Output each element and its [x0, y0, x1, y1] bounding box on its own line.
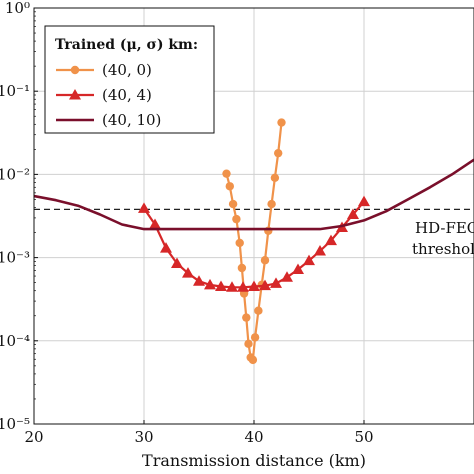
- data-point: [225, 182, 234, 191]
- y-tick-label: 10⁻¹: [0, 82, 30, 100]
- data-point: [260, 256, 270, 265]
- x-tick-label: 40: [244, 428, 263, 446]
- y-tick-label: 10⁻⁴: [0, 332, 30, 350]
- data-point: [259, 279, 271, 291]
- data-point: [242, 313, 251, 322]
- data-point: [277, 118, 286, 127]
- data-point: [254, 306, 263, 315]
- data-point: [303, 254, 315, 266]
- threshold-label-line2: threshold: [412, 240, 474, 258]
- threshold-label-line1: HD-FEC: [415, 219, 474, 237]
- series-2: [34, 158, 474, 231]
- data-point: [347, 208, 359, 219]
- data-point: [138, 202, 150, 213]
- data-point: [149, 218, 161, 229]
- x-tick-label: 50: [354, 428, 373, 446]
- data-point: [281, 271, 293, 282]
- y-tick-label: 10⁻²: [0, 165, 30, 183]
- x-tick-label: 30: [134, 428, 153, 446]
- data-point: [160, 242, 172, 253]
- data-point: [70, 65, 80, 75]
- data-point: [244, 339, 253, 349]
- data-point: [237, 281, 249, 292]
- x-axis-title: Transmission distance (km): [142, 451, 366, 470]
- data-point: [274, 148, 283, 158]
- data-point: [232, 214, 241, 224]
- data-point: [267, 199, 276, 209]
- data-point: [237, 263, 247, 273]
- data-point: [222, 169, 231, 178]
- series-line: [34, 158, 474, 231]
- legend-item: (40, 0): [56, 61, 152, 79]
- legend-label: (40, 4): [102, 86, 152, 104]
- data-point: [250, 333, 260, 342]
- legend-title: Trained (μ, σ) km:: [55, 37, 198, 53]
- threshold-annotation: HD-FEC threshold: [412, 219, 474, 258]
- data-point: [270, 173, 280, 183]
- data-point: [215, 280, 227, 291]
- data-point: [325, 234, 337, 246]
- data-point: [69, 89, 81, 100]
- data-point: [248, 355, 258, 365]
- data-point: [270, 277, 282, 288]
- data-point: [292, 263, 304, 274]
- data-point: [204, 278, 216, 290]
- y-tick-label: 10⁻⁵: [0, 415, 30, 433]
- data-point: [248, 280, 260, 291]
- data-point: [171, 257, 183, 268]
- legend-box: [44, 25, 215, 134]
- data-point: [182, 267, 194, 278]
- legend-item: (40, 4): [56, 86, 152, 104]
- data-point: [235, 238, 244, 248]
- legend: Trained (μ, σ) km: (40, 0) (40, 4) (40, 10…: [44, 25, 215, 134]
- legend-label: (40, 10): [102, 111, 161, 129]
- series-0: [222, 118, 286, 365]
- data-point: [228, 199, 238, 209]
- series-layer: [34, 118, 474, 365]
- y-tick-label: 10⁻³: [0, 249, 30, 267]
- y-tick-label: 10⁰: [5, 0, 30, 17]
- data-point: [314, 245, 326, 256]
- legend-item: (40, 10): [56, 111, 161, 129]
- data-point: [193, 275, 205, 286]
- x-tick-label: 20: [24, 428, 43, 446]
- data-point: [226, 281, 238, 292]
- series-1: [138, 195, 370, 292]
- ticks: 20 30 40 50 10⁰ 10⁻¹ 10⁻² 10⁻³ 10⁻⁴ 10⁻⁵: [0, 0, 374, 446]
- data-point: [358, 195, 370, 207]
- legend-label: (40, 0): [102, 61, 152, 79]
